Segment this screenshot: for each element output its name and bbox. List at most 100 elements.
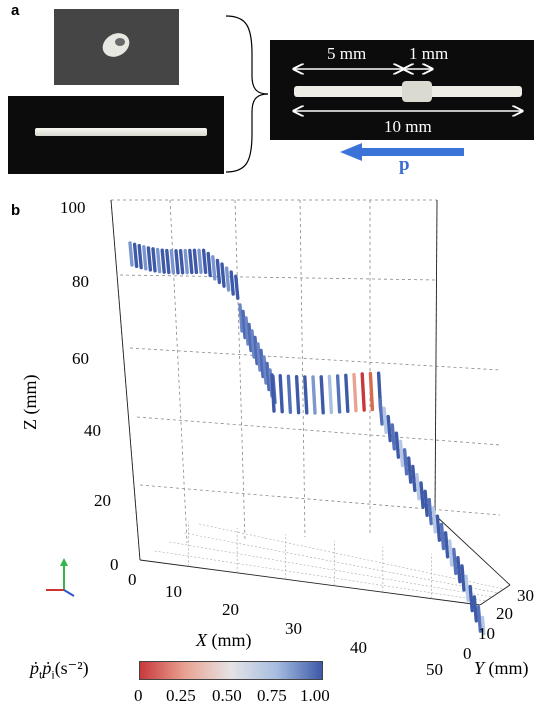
z-tick-40: 40 xyxy=(84,421,101,440)
trajectory-glyph xyxy=(431,506,437,534)
floor-grid-line xyxy=(169,541,493,598)
trajectory-glyph xyxy=(311,375,317,415)
box-edge xyxy=(139,559,481,606)
box-edge xyxy=(434,514,511,586)
trajectory-glyph xyxy=(319,375,325,415)
floor-grid-line xyxy=(184,532,499,594)
x-axis-label: X (mm) xyxy=(196,630,252,650)
trajectory-glyph xyxy=(160,248,166,274)
x-tick-30: 30 xyxy=(285,619,302,638)
grid-line xyxy=(299,199,306,538)
trajectory-glyph xyxy=(132,242,139,269)
trajectory-glyph xyxy=(472,595,478,623)
trajectory-glyph xyxy=(250,329,256,359)
z-tick-60: 60 xyxy=(72,349,89,368)
box-edge xyxy=(434,199,438,516)
trajectory-glyph xyxy=(407,456,413,484)
box-edge xyxy=(479,584,511,606)
x-tick-10: 10 xyxy=(165,582,182,601)
colorbar-tick-075: 0.75 xyxy=(257,686,287,705)
trajectory-glyph xyxy=(169,249,176,275)
orientation-triad-icon xyxy=(46,558,75,597)
trajectory-glyph xyxy=(476,605,483,633)
rod-photo xyxy=(8,96,224,174)
annotated-rod-photo: 5 mm 1 mm 10 mm xyxy=(270,40,534,140)
z-tick-20: 20 xyxy=(94,491,111,510)
trajectory-glyph xyxy=(352,372,358,413)
trajectory-glyph xyxy=(229,270,235,296)
trajectory-glyph xyxy=(265,361,271,392)
grid-line xyxy=(139,484,501,516)
colorbar xyxy=(139,661,323,680)
box-edge xyxy=(110,199,141,561)
trajectory-glyph xyxy=(192,248,199,275)
rod-image xyxy=(35,128,207,136)
trajectory-glyph xyxy=(278,373,284,414)
cross-section-photo xyxy=(54,9,179,85)
z-tick-100: 100 xyxy=(60,198,86,217)
trajectory-glyph xyxy=(464,574,470,602)
trajectory-glyph xyxy=(197,248,203,274)
colorbar-label: ṗtṗi(s⁻²) xyxy=(30,658,89,682)
trajectory-glyph xyxy=(390,423,396,451)
trajectory-glyph xyxy=(259,348,265,379)
x-tick-40: 40 xyxy=(350,638,367,657)
y-tick-20: 20 xyxy=(496,604,513,623)
trajectory-glyph xyxy=(155,247,162,274)
trajectory-glyph xyxy=(238,303,244,333)
trajectory-glyph xyxy=(206,251,212,278)
trajectory-glyph xyxy=(335,374,342,414)
colorbar-tick-100: 1.00 xyxy=(300,686,330,705)
trajectory-glyph xyxy=(244,316,250,346)
grid-line xyxy=(234,199,246,541)
grid-line xyxy=(136,416,501,446)
trajectory-glyph xyxy=(456,556,462,584)
trajectory-glyph xyxy=(460,564,466,592)
trajectory-glyph xyxy=(398,439,405,468)
trajectory-glyph xyxy=(241,309,247,340)
hollow-cylinder-icon xyxy=(102,33,130,57)
trajectory-glyph xyxy=(344,373,350,413)
trajectory-glyph xyxy=(151,247,157,273)
trajectory-glyph xyxy=(146,246,153,272)
grid-line xyxy=(119,274,438,281)
colorbar-tick-050: 0.50 xyxy=(212,686,242,705)
dim-label-10mm: 10 mm xyxy=(384,117,432,136)
trajectory-glyph xyxy=(468,584,474,613)
trajectory-glyph xyxy=(378,398,384,426)
trajectory-glyph xyxy=(419,481,425,509)
z-axis-label: Z (mm) xyxy=(20,374,40,431)
trajectory-glyph xyxy=(137,243,143,270)
z-tick-0: 0 xyxy=(110,555,119,574)
trajectory-glyph xyxy=(423,489,429,517)
x-tick-20: 20 xyxy=(222,600,239,619)
panel-b-label: b xyxy=(11,202,21,219)
y-axis-label: Y (mm) xyxy=(474,658,529,678)
x-tick-50: 50 xyxy=(426,660,443,679)
trajectory-glyph xyxy=(178,249,185,275)
trajectory-glyph xyxy=(360,372,366,412)
trajectory-glyph xyxy=(201,248,208,275)
trajectory-glyph xyxy=(220,262,226,288)
dim-label-1mm: 1 mm xyxy=(409,44,449,63)
panel-a-label: a xyxy=(11,2,20,19)
dim-label-5mm: 5 mm xyxy=(327,44,367,63)
trajectory-glyph xyxy=(402,448,409,476)
trajectory-glyph xyxy=(188,248,194,275)
trajectory-glyph xyxy=(435,514,442,542)
trajectory-glyph xyxy=(427,497,433,526)
trajectory-glyph xyxy=(386,414,392,443)
trajectory-glyph xyxy=(443,531,450,559)
x-tick-0: 0 xyxy=(128,570,137,589)
brace-connector xyxy=(225,15,269,173)
trajectory-glyph xyxy=(256,342,262,372)
trajectory-glyph xyxy=(247,322,253,353)
trajectory-glyph xyxy=(142,245,148,271)
trajectory-glyph xyxy=(215,258,222,285)
trajectory-glyph xyxy=(286,374,293,414)
polarization-label: p xyxy=(399,154,410,175)
trajectory-glyph xyxy=(165,248,171,275)
trajectory-glyph xyxy=(411,464,417,493)
polarization-arrow xyxy=(340,143,464,161)
trajectory-glyph xyxy=(253,335,259,366)
